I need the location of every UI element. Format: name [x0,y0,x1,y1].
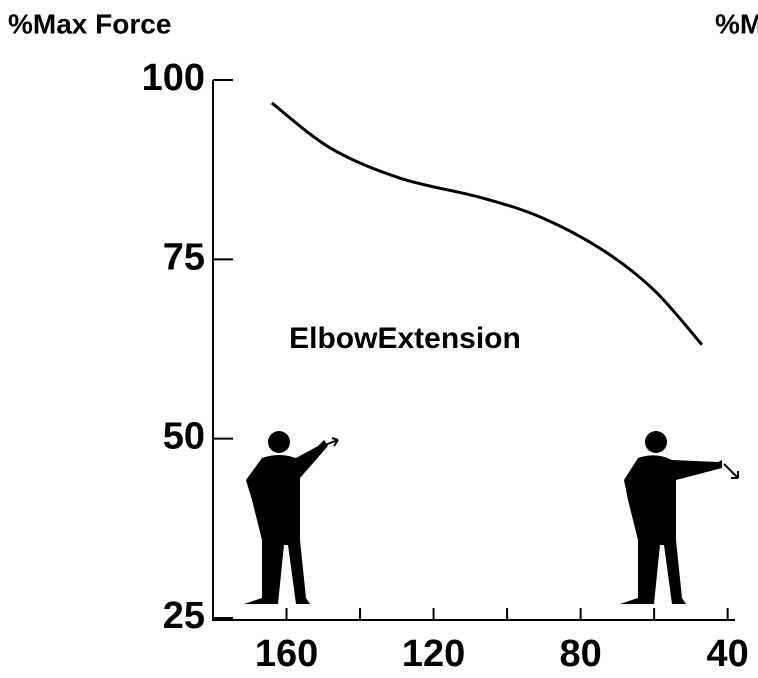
x-tick-label: 120 [402,633,465,675]
figure-right [620,431,738,604]
y-tick-label: 25 [163,595,205,637]
line [272,103,702,345]
x-tick-label: 40 [707,633,749,675]
chart: %Max Force %Max Force ElbowExtension 25 5… [0,0,758,678]
y-tick-label: 50 [163,416,205,458]
annotation: ElbowExtension [289,322,521,355]
figure-left [244,431,338,604]
second-chart-label: %Max Force [715,8,758,39]
x-tick-label: 160 [255,633,318,675]
y-tick-label: 100 [142,57,205,99]
x-tick-label: 80 [559,633,601,675]
y-tick-label: 75 [163,236,205,278]
y-axis-label: %Max Force [8,8,171,39]
